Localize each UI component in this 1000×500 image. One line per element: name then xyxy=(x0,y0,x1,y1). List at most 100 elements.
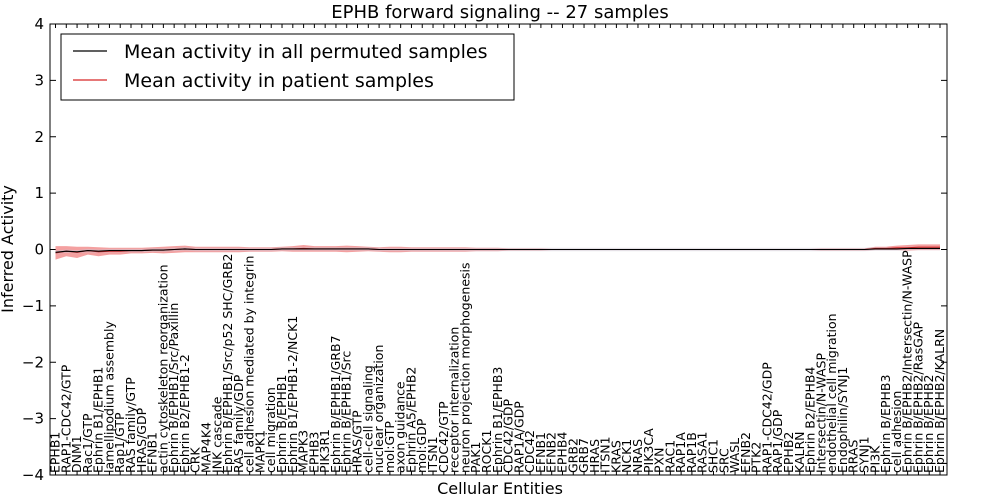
x-tick-label: Ephrin B/EPHB3 xyxy=(878,375,893,473)
x-tick-label: DNM1 xyxy=(69,435,84,473)
x-tick-label: RASA1 xyxy=(695,432,710,473)
x-tick-label: PIK3CA xyxy=(641,428,656,473)
y-tick-label: 4 xyxy=(34,15,44,33)
x-tick-label: Ephrin B1/EPHB3 xyxy=(490,367,505,473)
y-axis-ticks: −4 −3 −2 −1 0 1 2 3 4 xyxy=(22,15,947,484)
legend: Mean activity in all permuted samples Me… xyxy=(60,33,515,101)
x-tick-label: actin cytoskeleton reorganization xyxy=(155,264,170,473)
x-tick-label: neuron projection morphogenesis xyxy=(457,262,472,473)
y-tick-label: 3 xyxy=(34,71,44,89)
x-tick-label: nuclear organization xyxy=(371,345,386,473)
y-tick-label: −4 xyxy=(22,466,44,484)
x-tick-label: Intersectin/N-WASP xyxy=(813,353,828,473)
x-tick-label: NRAS xyxy=(630,439,645,473)
x-tick-label: ROCK1 xyxy=(479,430,494,473)
x-tick-label: CRK xyxy=(188,447,203,473)
x-tick-label: axon guidance xyxy=(393,381,408,473)
x-tick-label: RAS family/GDP xyxy=(231,374,246,473)
x-tick-label: EPHB2 xyxy=(781,432,796,473)
y-tick-label: 0 xyxy=(34,241,44,259)
plot-area xyxy=(55,244,940,260)
x-tick-label: PAK1 xyxy=(468,442,483,473)
x-tick-label: Ephrin B/EPHB2/RasGAP xyxy=(910,322,925,473)
x-tick-label: Ephrin B1/EPHB1 xyxy=(91,367,106,473)
y-tick-label: 2 xyxy=(34,128,44,146)
x-tick-label: EFNB1 xyxy=(145,432,160,473)
x-tick-label: MAPK3 xyxy=(296,430,311,473)
x-tick-label: PXN xyxy=(652,448,667,473)
x-tick-label: cell adhesion xyxy=(889,391,904,473)
x-tick-label: SHC1 xyxy=(706,439,721,473)
x-tick-label: Ephrin B/EPHB1/Src/p52 SHC/GRB2 xyxy=(220,254,235,474)
x-tick-label: PTK2 xyxy=(749,442,764,473)
x-tick-label: MAP4K4 xyxy=(199,422,214,473)
x-tick-label: RAP1-CDC42/GTP xyxy=(58,364,73,473)
x-tick-label: MAPK1 xyxy=(252,430,267,473)
x-tick-label: endothelial cell migration xyxy=(824,313,839,473)
x-tick-label: RRAS xyxy=(846,440,861,473)
x-tick-label: RAP1B xyxy=(684,432,699,473)
x-tick-label: RAP1A xyxy=(673,432,688,473)
x-tick-label: cell migration xyxy=(263,387,278,473)
y-tick-label: −3 xyxy=(22,410,44,428)
x-tick-label: EFNB2 xyxy=(738,432,753,473)
x-tick-label: EFNB2 xyxy=(544,432,559,473)
y-tick-label: −1 xyxy=(22,297,44,315)
x-tick-label: Ephrin B2/EPHB1-2 xyxy=(177,354,192,473)
x-tick-label: RAS family/GTP xyxy=(123,377,138,473)
chart-title: EPHB forward signaling -- 27 samples xyxy=(331,2,669,23)
x-tick-label: Ephrin B/EPHB2/KALRN xyxy=(932,329,947,473)
x-tick-label: JNK cascade xyxy=(209,396,224,474)
x-tick-label: ITSN1 xyxy=(425,436,440,473)
x-tick-label: Ephrin B/EPHB2/Intersectin/N-WASP xyxy=(900,250,915,473)
patient-spread-band xyxy=(55,244,940,260)
permuted-spread-band xyxy=(55,246,940,254)
x-tick-label: KRAS xyxy=(608,440,623,473)
x-tick-label: RAP1/GDP xyxy=(770,409,785,473)
x-axis-ticks xyxy=(55,24,941,475)
x-tick-label: EPHB4 xyxy=(555,432,570,473)
x-tick-label: mol:GDP xyxy=(414,418,429,473)
x-tick-label: receptor internalization xyxy=(447,327,462,473)
y-tick-label: 1 xyxy=(34,184,44,202)
x-tick-label: RAP1A/GDP xyxy=(511,401,526,473)
x-tick-label: cell adhesion mediated by integrin xyxy=(242,256,257,473)
x-tick-label: Ephrin A5/EPHB2 xyxy=(404,367,419,473)
x-tick-label: HRAS xyxy=(587,439,602,473)
x-tick-label: Ephrin B/EPHB1 xyxy=(274,375,289,473)
x-tick-label: SYNJ1 xyxy=(857,436,872,473)
x-tick-label: Rac1/GTP xyxy=(80,413,95,473)
x-tick-label: CDC42/GTP xyxy=(436,401,451,473)
x-tick-label: Ephrin B1/EPHB1-2/NCK1 xyxy=(285,316,300,473)
y-tick-label: −2 xyxy=(22,353,44,371)
x-tick-label: EFNB1 xyxy=(533,432,548,473)
legend-label-patient: Mean activity in patient samples xyxy=(124,70,434,92)
x-tick-label: Ephrin B/EPHB1/GRB7 xyxy=(328,335,343,473)
x-tick-label: GRB2 xyxy=(565,438,580,473)
x-tick-label: Endophilin/SYNJ1 xyxy=(835,367,850,473)
x-tick-label: SRC xyxy=(716,448,731,473)
legend-box xyxy=(60,33,515,101)
x-tick-label: HRAS/GDP xyxy=(134,407,149,473)
x-tick-label: EPHB1 xyxy=(48,432,63,473)
x-tick-label: WASL xyxy=(727,438,742,473)
x-axis-label: Cellular Entities xyxy=(437,479,563,498)
x-tick-label: Ephrin B/EPHB2 xyxy=(921,375,936,473)
x-tick-label: mol:GTP xyxy=(382,421,397,473)
x-tick-label: Rap1/GTP xyxy=(112,412,127,473)
x-tick-label: RAP1-CDC42/GDP xyxy=(759,362,774,473)
x-tick-label: KALRN xyxy=(792,431,807,473)
x-tick-label: PIK3R1 xyxy=(317,429,332,473)
x-tick-label: GRB7 xyxy=(576,438,591,473)
plot-frame xyxy=(49,23,948,476)
x-tick-label: ITSN1 xyxy=(598,436,613,473)
x-tick-label: PI3K xyxy=(867,445,882,473)
x-tick-label: CDC42/GDP xyxy=(501,398,516,473)
x-tick-label: cell-cell signaling xyxy=(360,365,375,473)
y-axis-label: Inferred Activity xyxy=(0,185,17,313)
series-line-permuted xyxy=(55,247,940,253)
x-tick-label: Ephrin B/EPHB1/Src xyxy=(339,351,354,473)
legend-label-permuted: Mean activity in all permuted samples xyxy=(124,41,487,63)
